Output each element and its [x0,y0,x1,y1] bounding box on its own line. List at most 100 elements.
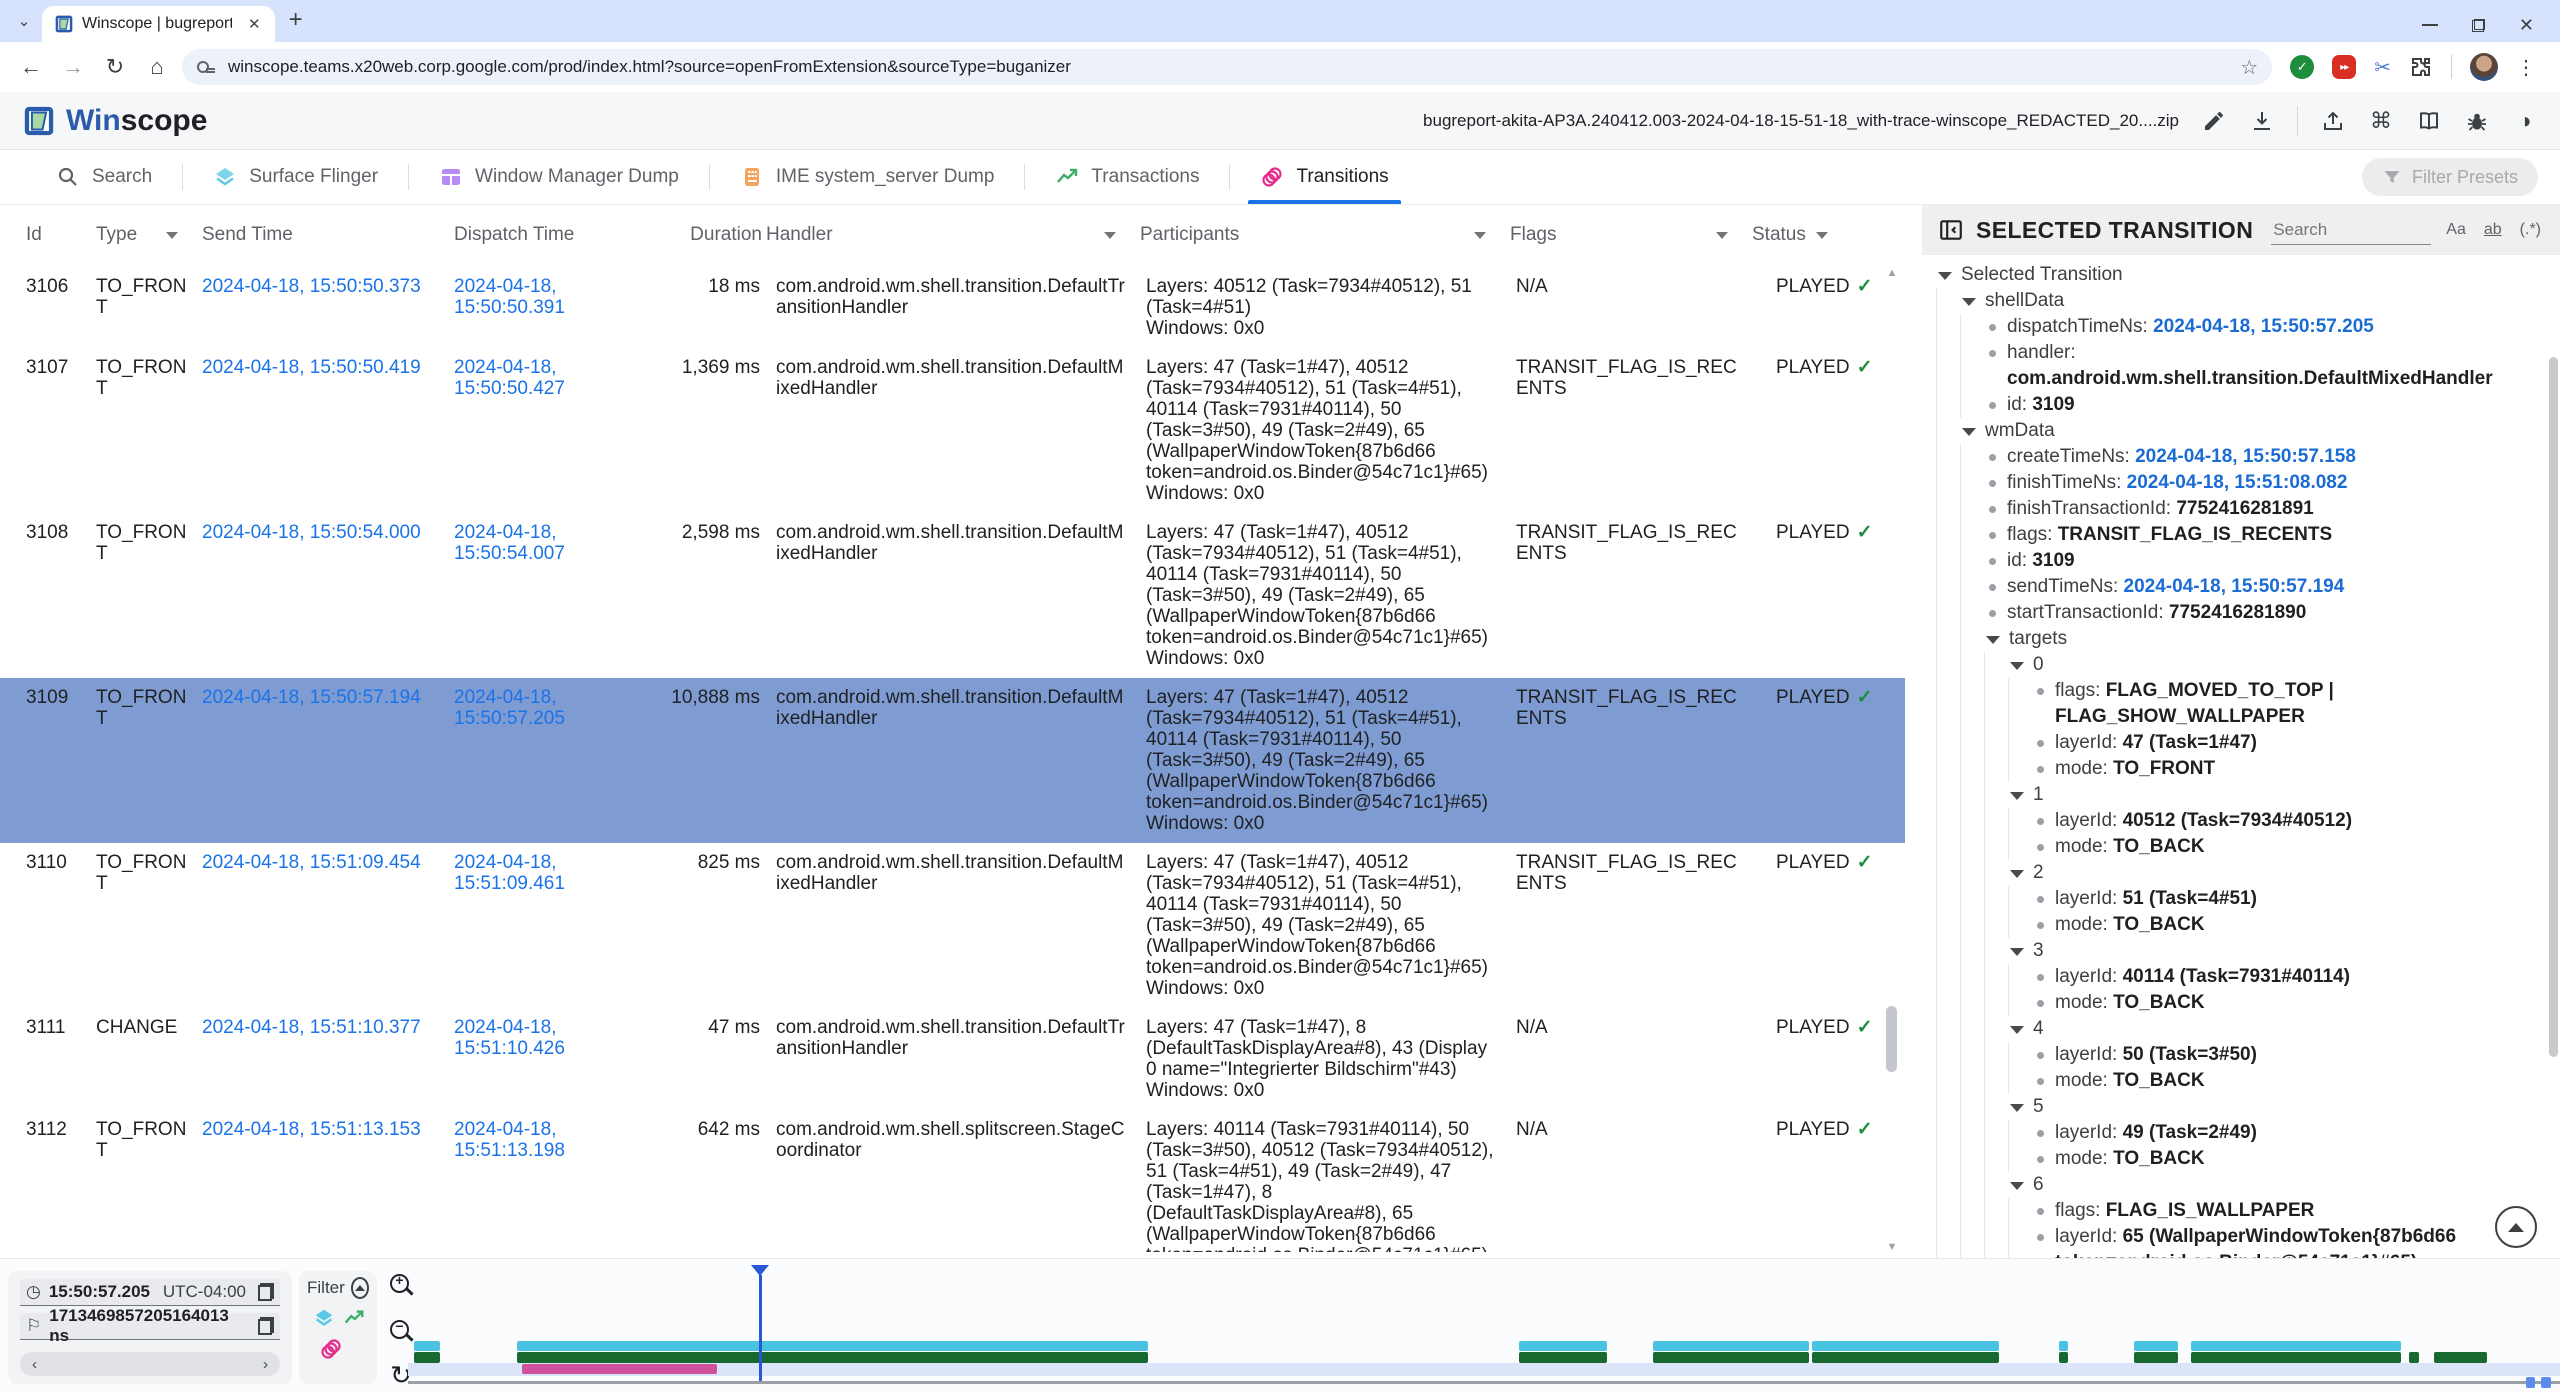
collapse-filter-button[interactable] [350,1277,369,1299]
expand-arrow-icon[interactable] [2010,948,2024,956]
trace-segment[interactable] [1812,1352,1999,1363]
column-header-type[interactable]: Type [96,224,202,246]
timeline-cursor[interactable] [759,1275,762,1381]
filter-dropdown-icon[interactable] [1104,231,1116,239]
dark-mode-toggle-icon[interactable]: ◑ [2518,107,2532,133]
trace-segment[interactable] [2134,1352,2178,1363]
download-trace-icon[interactable] [2249,108,2275,134]
tree-leaf[interactable]: finishTransactionId: 7752416281891 [1936,496,2538,522]
trace-segment[interactable] [2409,1352,2419,1363]
copy-ns-icon[interactable] [258,1317,274,1335]
filter-dropdown-icon[interactable] [1474,231,1486,239]
expand-arrow-icon[interactable] [1938,272,1952,280]
timeline-canvas[interactable] [408,1259,2560,1392]
dispatch-time-link[interactable]: 2024-04-18, 15:50:57.205 [454,687,565,729]
tab-close-icon[interactable]: ✕ [248,16,261,33]
browser-menu-icon[interactable]: ⋮ [2516,56,2536,79]
tree-leaf[interactable]: mode: TO_FRONT [1936,756,2538,782]
tab-window-manager-dump[interactable]: Window Manager Dump [409,150,709,204]
trace-segment[interactable] [2434,1352,2487,1363]
transaction-segment[interactable] [1812,1341,1999,1351]
tree-leaf[interactable]: layerId: 47 (Task=1#47) [1936,730,2538,756]
tree-node[interactable]: Selected Transition [1936,262,2538,288]
address-bar[interactable]: winscope.teams.x20web.corp.google.com/pr… [182,49,2273,85]
column-header-send-time[interactable]: Send Time [202,224,454,246]
report-bug-icon[interactable] [2464,108,2490,134]
dispatch-time-link[interactable]: 2024-04-18, 15:51:09.461 [454,852,565,894]
send-time-link[interactable]: 2024-04-18, 15:51:13.153 [202,1119,421,1140]
column-header-handler[interactable]: Handler [766,224,1140,246]
dispatch-time-link[interactable]: 2024-04-18, 15:50:50.391 [454,276,565,318]
tree-node[interactable]: 1 [1936,782,2538,808]
send-time-link[interactable]: 2024-04-18, 15:50:54.000 [202,522,421,543]
timeline-hscroll-thumb[interactable] [2541,1377,2551,1388]
back-button[interactable]: ← [20,54,42,79]
dispatch-time-link[interactable]: 2024-04-18, 15:51:10.426 [454,1017,565,1059]
table-scrollbar-thumb[interactable] [1886,1006,1897,1072]
tree-leaf[interactable]: sendTimeNs: 2024-04-18, 15:50:57.194 [1936,574,2538,600]
tree-leaf[interactable]: id: 3109 [1936,548,2538,574]
table-row[interactable]: 3107 TO_FRONT 2024-04-18, 15:50:50.419 2024… [0,348,1905,513]
browser-tab[interactable]: Winscope | bugreport-ak ✕ [42,6,275,42]
shortcuts-icon[interactable]: ⌘ [2370,107,2392,133]
tree-leaf[interactable]: mode: TO_BACK [1936,1146,2538,1172]
zoom-out-button[interactable]: − [388,1318,414,1345]
expand-arrow-icon[interactable] [2010,1182,2024,1190]
collapse-panel-icon[interactable] [1938,217,1964,243]
transitions-trace-icon[interactable] [319,1337,341,1359]
tab-transitions[interactable]: Transitions [1230,150,1418,204]
tree-node[interactable]: targets [1936,626,2538,652]
tree-leaf[interactable]: layerId: 40512 (Task=7934#40512) [1936,808,2538,834]
tree-leaf[interactable]: layerId: 40114 (Task=7931#40114) [1936,964,2538,990]
current-ns-field[interactable]: ⚐ 1713469857205164013 ns [20,1306,280,1345]
trace-segment[interactable] [414,1352,440,1363]
expand-arrow-icon[interactable] [2010,1104,2024,1112]
upload-trace-icon[interactable] [2320,108,2346,134]
tree-leaf[interactable]: id: 3109 [1936,392,2538,418]
table-row[interactable]: 3112 TO_FRONT 2024-04-18, 15:51:13.153 2024… [0,1110,1905,1252]
column-header-flags[interactable]: Flags [1510,224,1752,246]
window-close-button[interactable]: ✕ [2518,15,2534,35]
column-header-dispatch-time[interactable]: Dispatch Time [454,224,660,246]
tab-search[interactable]: Search [26,150,182,204]
new-tab-button[interactable]: + [288,6,303,33]
timeline-hscroll-track[interactable] [408,1381,2560,1384]
timeline-cursor-handle[interactable] [751,1265,769,1276]
extension-video-icon[interactable]: ▸▸ [2332,55,2357,79]
reload-button[interactable]: ↻ [105,54,125,79]
expand-arrow-icon[interactable] [2010,1026,2024,1034]
tab-surface-flinger[interactable]: Surface Flinger [183,150,408,204]
timeline-hscroll-thumb[interactable] [2526,1377,2535,1388]
expand-arrow-icon[interactable] [2010,792,2024,800]
tree-node[interactable]: 6 [1936,1172,2538,1198]
transaction-segment[interactable] [2191,1341,2401,1351]
send-time-link[interactable]: 2024-04-18, 15:51:09.454 [202,852,421,873]
tree-leaf[interactable]: mode: TO_BACK [1936,834,2538,860]
window-restore-button[interactable] [2471,18,2485,32]
table-row[interactable]: 3106 TO_FRONT 2024-04-18, 15:50:50.373 2024… [0,267,1905,348]
tree-node[interactable]: 0 [1936,652,2538,678]
dispatch-time-link[interactable]: 2024-04-18, 15:51:13.198 [454,1119,565,1161]
tree-leaf[interactable]: layerId: 49 (Task=2#49) [1936,1120,2538,1146]
site-info-icon[interactable] [196,59,216,75]
regex-toggle[interactable]: (.*) [2519,221,2541,238]
tree-leaf[interactable]: handler: com.android.wm.shell.transition… [1936,340,2538,392]
pan-right-icon[interactable]: › [263,1355,268,1373]
tree-leaf[interactable]: finishTimeNs: 2024-04-18, 15:51:08.082 [1936,470,2538,496]
profile-avatar[interactable] [2470,53,2498,81]
column-header-status[interactable]: Status [1752,224,1892,246]
tree-node[interactable]: 2 [1936,860,2538,886]
transaction-segment[interactable] [1653,1341,1809,1351]
tree-leaf[interactable]: createTimeNs: 2024-04-18, 15:50:57.158 [1936,444,2538,470]
column-header-duration[interactable]: Duration [660,224,766,246]
match-case-toggle[interactable]: Aa [2446,221,2466,238]
tree-leaf[interactable]: mode: TO_BACK [1936,912,2538,938]
zoom-in-button[interactable]: + [388,1272,414,1299]
transaction-segment[interactable] [414,1341,440,1351]
transaction-segment[interactable] [517,1341,1148,1351]
surface-flinger-trace-icon[interactable] [313,1307,335,1329]
tree-leaf[interactable]: mode: TO_BACK [1936,1068,2538,1094]
tree-leaf[interactable]: startTransactionId: 7752416281890 [1936,600,2538,626]
filter-dropdown-icon[interactable] [1716,231,1728,239]
pan-left-icon[interactable]: ‹ [32,1355,37,1373]
